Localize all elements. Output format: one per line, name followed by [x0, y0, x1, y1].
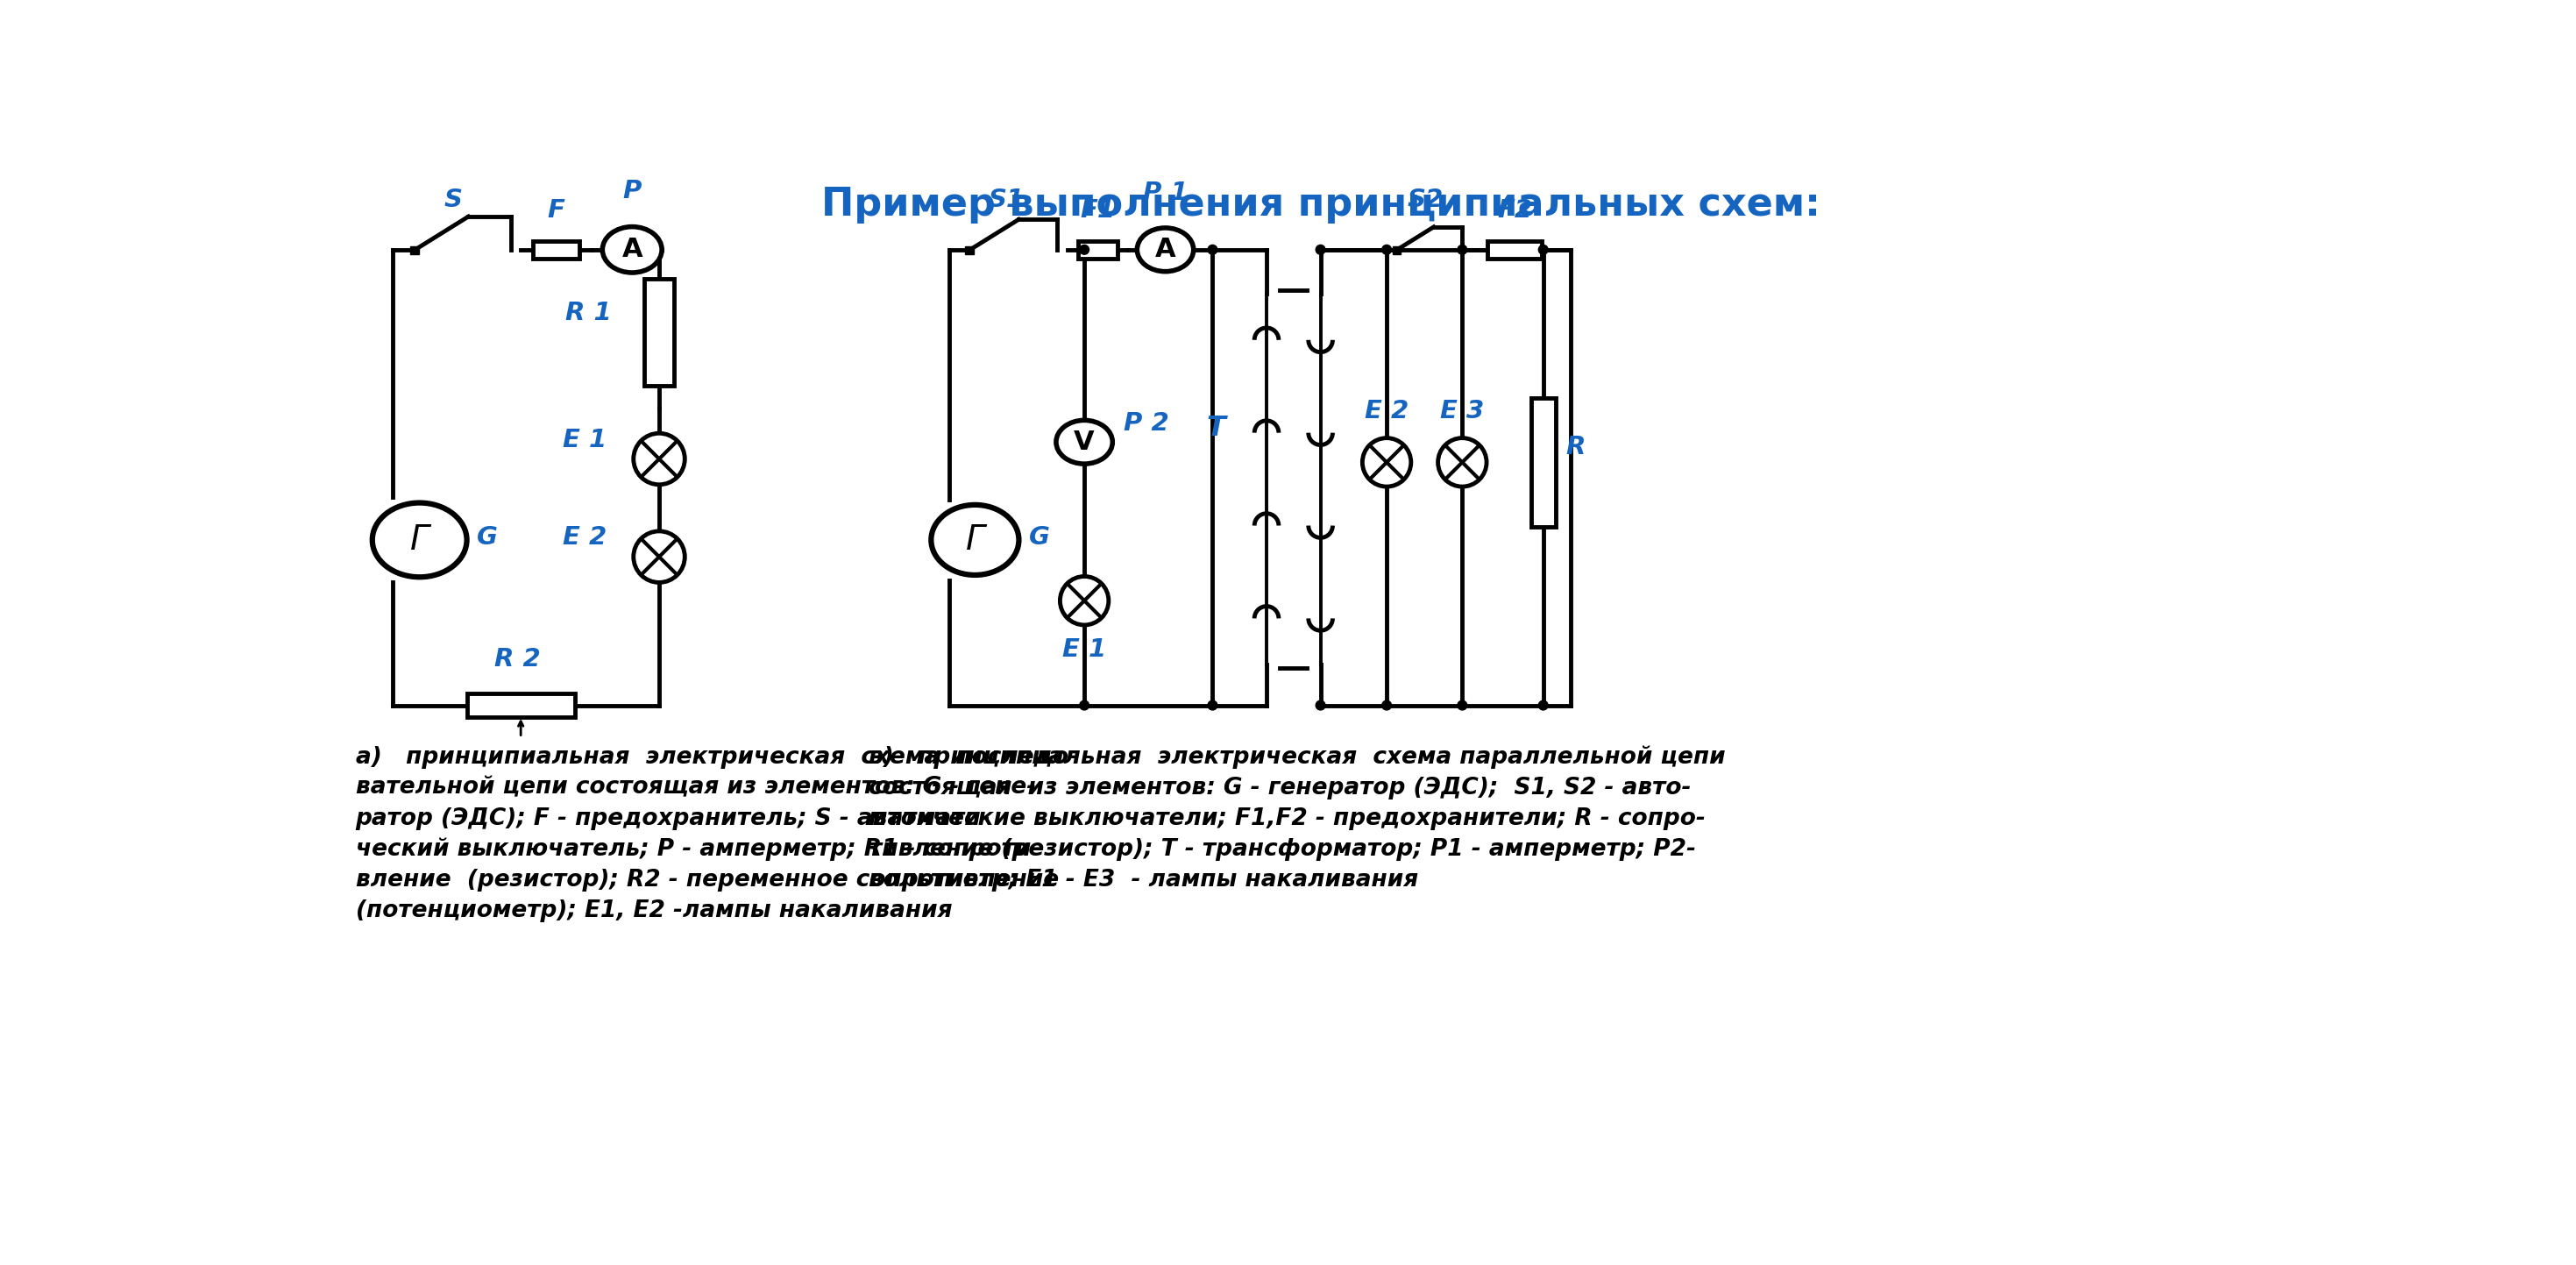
Ellipse shape	[1136, 228, 1193, 272]
Circle shape	[1363, 438, 1412, 487]
Bar	[966, 247, 974, 254]
Text: E 3: E 3	[1440, 398, 1484, 424]
Circle shape	[1538, 701, 1548, 710]
Circle shape	[1079, 701, 1090, 710]
Ellipse shape	[1056, 420, 1113, 464]
Bar	[644, 280, 675, 386]
Text: A: A	[1154, 237, 1175, 262]
Text: Г: Г	[410, 524, 430, 557]
Ellipse shape	[930, 505, 1020, 576]
Bar	[466, 693, 574, 717]
Circle shape	[1316, 701, 1324, 710]
Text: A: A	[621, 237, 641, 262]
Bar	[1079, 240, 1118, 258]
Circle shape	[1458, 245, 1466, 254]
Text: E 2: E 2	[564, 525, 608, 550]
Text: R 2: R 2	[495, 646, 541, 672]
Circle shape	[634, 531, 685, 582]
Circle shape	[1208, 245, 1218, 254]
Text: G: G	[1028, 525, 1051, 550]
Text: R 1: R 1	[564, 301, 611, 325]
Circle shape	[1316, 245, 1324, 254]
Text: Пример выполнения принципиальных схем:: Пример выполнения принципиальных схем:	[822, 186, 1821, 223]
Text: F1: F1	[1079, 199, 1115, 223]
Ellipse shape	[374, 502, 466, 577]
Ellipse shape	[603, 226, 662, 273]
Bar	[533, 240, 580, 258]
Circle shape	[634, 434, 685, 484]
Text: P: P	[623, 178, 641, 204]
Text: T: T	[1208, 415, 1226, 441]
Circle shape	[1458, 701, 1466, 710]
Circle shape	[1437, 438, 1486, 487]
Text: E 1: E 1	[564, 428, 608, 452]
Circle shape	[1538, 245, 1548, 254]
Circle shape	[1381, 701, 1391, 710]
Text: V: V	[1074, 429, 1095, 455]
Circle shape	[1381, 245, 1391, 254]
Text: F: F	[549, 199, 564, 223]
Bar	[1530, 398, 1556, 526]
Text: P 1: P 1	[1144, 181, 1188, 205]
Text: Г: Г	[966, 524, 984, 557]
Circle shape	[1208, 701, 1218, 710]
Text: E 2: E 2	[1365, 398, 1409, 424]
Text: R: R	[1566, 434, 1584, 459]
Text: в)   принципиальная  электрическая  схема параллельной цепи
состоящая  из элемен: в) принципиальная электрическая схема па…	[868, 746, 1726, 892]
Circle shape	[1079, 245, 1090, 254]
Text: P 2: P 2	[1123, 411, 1170, 435]
Text: а)   принципиальная  электрическая  схема  последо-
вательной цепи состоящая из : а) принципиальная электрическая схема по…	[355, 746, 1077, 922]
Text: S1: S1	[989, 188, 1025, 213]
Text: G: G	[477, 525, 497, 550]
Bar	[1394, 247, 1401, 254]
Bar	[410, 247, 417, 254]
Text: E 1: E 1	[1061, 638, 1105, 662]
Text: S2: S2	[1406, 188, 1443, 213]
Circle shape	[1061, 577, 1108, 625]
Text: S: S	[443, 188, 464, 213]
Text: F2: F2	[1497, 199, 1533, 223]
Bar	[1486, 240, 1543, 258]
